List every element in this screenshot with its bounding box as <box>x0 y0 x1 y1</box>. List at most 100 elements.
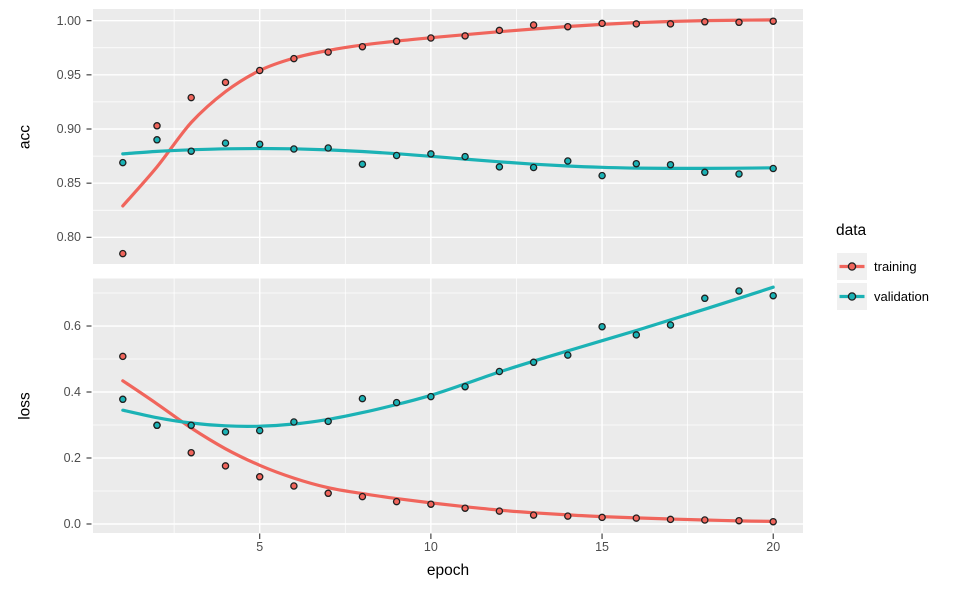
loss-panel <box>93 278 803 533</box>
validation-point-acc <box>666 160 675 169</box>
training-point-loss <box>290 482 298 490</box>
y-tick-label: 0.6 <box>63 318 81 333</box>
validation-point-loss <box>632 331 641 339</box>
training-point-loss <box>769 517 777 526</box>
validation-point-acc <box>427 150 435 158</box>
validation-point-acc <box>735 170 743 178</box>
training-point-loss <box>324 489 332 498</box>
validation-point-loss <box>427 392 435 401</box>
y-tick-label: 0.90 <box>56 121 81 136</box>
training-point-acc <box>255 66 264 75</box>
epoch-axis-title: epoch <box>426 562 470 579</box>
validation-point-acc <box>461 152 469 161</box>
training-point-acc <box>290 54 298 63</box>
training-point-acc <box>461 32 469 40</box>
training-point-loss <box>701 516 709 524</box>
training-point-acc <box>735 18 743 27</box>
training-point-loss <box>392 497 401 506</box>
validation-point-loss <box>666 321 675 329</box>
validation-point-loss <box>495 367 504 376</box>
training-point-acc <box>427 34 435 42</box>
validation-point-loss <box>529 358 538 367</box>
training-point-acc <box>392 37 401 46</box>
validation-point-acc <box>221 139 230 147</box>
acc-panel <box>93 9 803 265</box>
training-point-acc <box>221 78 230 87</box>
x-tick-label: 20 <box>766 540 781 554</box>
training-point-loss <box>564 512 572 520</box>
validation-point-loss <box>598 322 606 331</box>
training-point-acc <box>632 20 641 28</box>
training-point-loss <box>529 511 538 519</box>
validation-point-loss <box>187 421 195 430</box>
y-tick-label: 0.4 <box>63 384 81 399</box>
validation-point-acc <box>598 171 606 180</box>
validation-point-acc <box>255 140 264 148</box>
training-point-loss <box>632 514 641 522</box>
y-tick-label: 0.2 <box>63 450 81 465</box>
validation-point-acc <box>564 157 572 165</box>
validation-point-acc <box>187 147 195 155</box>
training-point-loss <box>255 473 264 481</box>
y-tick-label: 1.00 <box>56 13 81 28</box>
loss-panel-content <box>93 278 803 533</box>
training-point-acc <box>564 22 572 31</box>
y-tick-label: 0.85 <box>56 175 81 190</box>
y-tick-label: 0.95 <box>56 67 81 82</box>
x-tick-label: 15 <box>595 540 609 554</box>
validation-point-loss <box>153 421 161 430</box>
validation-point-loss <box>324 417 332 426</box>
validation-point-acc <box>529 163 538 172</box>
training-point-loss <box>221 462 230 470</box>
validation-smooth-line-loss <box>121 285 775 428</box>
x-tick-label: 5 <box>256 540 264 554</box>
training-point-acc <box>666 20 675 28</box>
validation-point-acc <box>290 145 298 153</box>
validation-point-loss <box>358 394 367 403</box>
validation-point-acc <box>769 164 777 173</box>
training-point-acc <box>119 249 127 258</box>
validation-point-loss <box>564 351 572 359</box>
validation-point-loss <box>769 291 777 300</box>
validation-point-acc <box>119 158 127 167</box>
validation-point-acc <box>358 160 367 168</box>
validation-smooth-line-acc <box>121 146 775 171</box>
training-point-loss <box>735 516 743 525</box>
validation-point-loss <box>701 294 709 303</box>
validation-point-acc <box>632 159 641 168</box>
training-point-loss <box>427 500 435 508</box>
validation-point-acc <box>495 163 504 171</box>
validation-point-acc <box>701 168 709 177</box>
training-point-acc <box>187 93 195 102</box>
training-point-acc <box>358 42 367 51</box>
validation-point-loss <box>392 398 401 407</box>
training-point-acc <box>769 17 777 25</box>
training-point-acc <box>701 18 709 26</box>
validation-point-acc <box>153 136 161 144</box>
validation-point-loss <box>221 428 230 436</box>
training-point-loss <box>187 448 195 457</box>
validation-point-loss <box>290 418 298 426</box>
validation-point-acc <box>392 151 401 160</box>
validation-point-loss <box>255 426 264 435</box>
validation-point-acc <box>324 144 332 152</box>
training-point-loss <box>666 515 675 524</box>
training-point-acc <box>598 19 606 28</box>
training-point-loss <box>495 507 504 515</box>
validation-point-loss <box>119 395 127 404</box>
y-tick-label: 0.0 <box>63 516 81 531</box>
training-point-acc <box>495 26 504 35</box>
training-point-acc <box>324 48 332 56</box>
training-point-loss <box>358 492 367 501</box>
acc-panel-content <box>93 9 803 265</box>
validation-point-loss <box>461 382 469 391</box>
training-point-acc <box>529 21 538 29</box>
training-point-loss <box>119 352 127 361</box>
validation-point-loss <box>735 287 743 295</box>
x-tick-label: 10 <box>423 540 438 554</box>
y-tick-label: 0.80 <box>56 230 81 245</box>
training-point-loss <box>598 513 606 522</box>
training-point-acc <box>153 122 161 130</box>
